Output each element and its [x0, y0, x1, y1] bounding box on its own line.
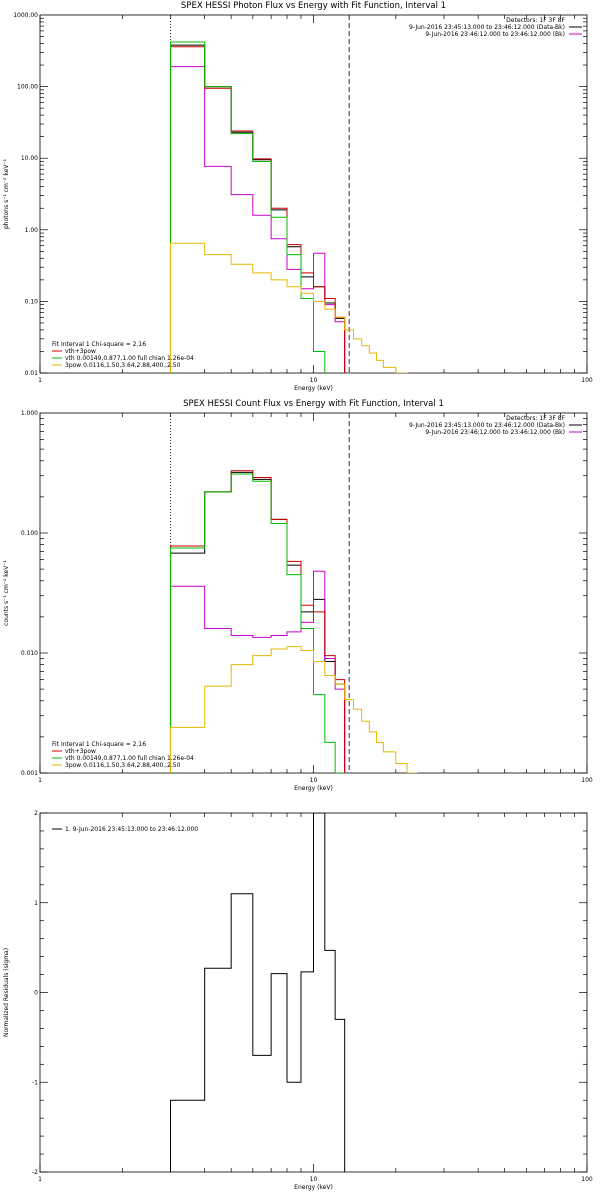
legend-right-entry: 9-Jun-2016 23:45:13.000 to 23:46:12.000 … [409, 24, 565, 31]
legend-right-entry: Detectors: 1F 3F 8F [506, 17, 565, 24]
chart-title: SPEX HESSI Photon Flux vs Energy with Fi… [181, 1, 446, 11]
x-tick-label: 100 [581, 1176, 593, 1183]
y-axis-label: counts s⁻¹ cm⁻² keV⁻¹ [3, 560, 10, 626]
y-axis-label: photons s⁻¹ cm⁻² keV⁻¹ [3, 158, 10, 229]
x-tick-label: 10 [310, 1176, 318, 1183]
series-group [169, 813, 346, 1172]
legend-right-entry: 9-Jun-2016 23:45:13.000 to 23:46:12.000 … [409, 422, 565, 429]
series-line-4 [169, 242, 418, 373]
y-tick-label: 2 [34, 810, 38, 817]
series-group [169, 470, 418, 773]
legend-left-entry: vth+3pow [65, 748, 96, 755]
series-group [169, 41, 418, 373]
x-tick-label: 10 [310, 777, 318, 784]
x-tick-label: 10 [310, 377, 318, 384]
legend-left-entry: Fit Interval 1 Chi-square = 2.16 [52, 741, 146, 748]
x-tick-label: 100 [581, 777, 593, 784]
y-axis-label: Normalized Residuals (sigma) [3, 948, 10, 1037]
x-tick-label: 1 [38, 777, 42, 784]
series-line-0 [169, 44, 346, 373]
series-line-4 [169, 646, 418, 773]
chart-title: SPEX HESSI Count Flux vs Energy with Fit… [183, 399, 444, 409]
legend-left-entry: 3pow 0.0116,1.50,3.64,2.88,400.,2.50 [65, 762, 181, 769]
series-line-1 [169, 570, 346, 773]
x-tick-label: 100 [581, 377, 593, 384]
x-tick-label: 1 [38, 377, 42, 384]
legend-left-entry: vth+3pow [65, 348, 96, 355]
panel-count: 1 10 100 Energy (keV) 0.001 0.010 0.100 1.000 co… [3, 399, 593, 792]
y-tick-label: 1.00 [25, 227, 39, 234]
y-tick-label: 0 [34, 990, 38, 997]
y-tick-label: 0.01 [25, 370, 39, 377]
legend-right-entry: Detectors: 1F 3F 8F [506, 415, 565, 422]
legend-left-entry: vth 0.00149,0.877,1.00 full chian 1.26e-… [65, 355, 194, 362]
y-tick-label: 1.000 [21, 410, 38, 417]
y-tick-label: 100.00 [17, 84, 38, 91]
panel-photon: 1 10 100 Energy (keV) 0.01 0.10 1.00 10.00 100.0… [3, 1, 593, 392]
y-tick-label: 10.00 [21, 155, 38, 162]
x-tick-label: 1 [38, 1176, 42, 1183]
y-tick-label: 0.100 [21, 530, 38, 537]
series-line-1 [169, 66, 346, 373]
y-tick-label: 1000.00 [13, 12, 38, 19]
y-tick-label: -1 [32, 1079, 38, 1086]
legend-right-entry: 9-Jun-2016 23:46:12.000 to 23:46:12.000 … [425, 31, 565, 38]
legend-left-entry: vth 0.00149,0.877,1.00 full chian 1.26e-… [65, 755, 194, 762]
series-line-3 [169, 473, 345, 773]
series-line-3 [169, 41, 346, 373]
y-tick-label: 0.10 [25, 298, 39, 305]
series-line-0 [169, 471, 346, 773]
legend-left-entry: 3pow 0.0116,1.50,3.64,2.88,400.,2.50 [65, 362, 181, 369]
x-axis-label: Energy (keV) [294, 785, 333, 792]
legend-left-entry: 1. 9-Jun-2016 23:45:13.000 to 23:46:12.0… [65, 826, 198, 833]
series-line-0 [169, 813, 346, 1172]
y-tick-label: 0.001 [21, 770, 38, 777]
legend-left-entry: Fit Interval 1 Chi-square = 2.16 [52, 341, 146, 348]
series-line-2 [169, 46, 346, 373]
x-axis-label: Energy (keV) [294, 1184, 333, 1191]
panel-resid: 1 10 100 Energy (keV) -2 -1 0 1 2 Normalized Resi… [3, 810, 593, 1191]
y-tick-label: 0.010 [21, 650, 38, 657]
y-tick-label: 1 [34, 900, 38, 907]
x-axis-label: Energy (keV) [294, 385, 333, 392]
legend-right-entry: 9-Jun-2016 23:46:12.000 to 23:46:12.000 … [425, 429, 565, 436]
y-tick-label: -2 [32, 1169, 38, 1176]
